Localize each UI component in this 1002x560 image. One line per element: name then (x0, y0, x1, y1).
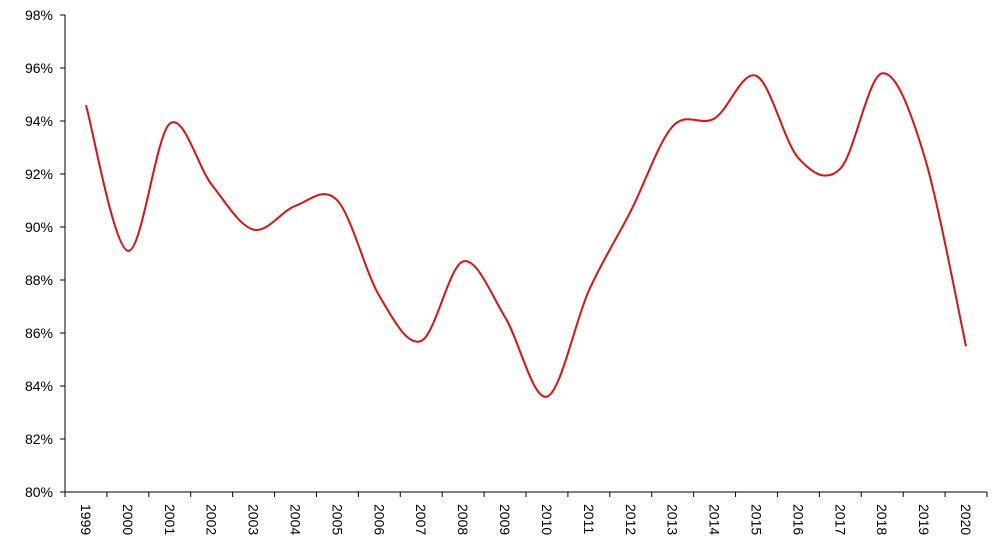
x-tick-label: 2004 (288, 504, 304, 535)
x-tick-label: 2015 (749, 504, 765, 535)
x-tick-label: 2005 (329, 504, 345, 535)
y-tick-label: 90% (25, 219, 53, 235)
y-tick-label: 86% (25, 325, 53, 341)
x-tick-label: 2009 (497, 504, 513, 535)
x-tick-label: 1999 (78, 504, 94, 535)
y-tick-label: 82% (25, 431, 53, 447)
series-line (84, 72, 968, 398)
y-tick-label: 80% (25, 484, 53, 500)
y-tick-label: 88% (25, 272, 53, 288)
x-tick-label: 2011 (581, 504, 597, 534)
x-tick-label: 2008 (455, 504, 471, 535)
x-tick-label: 2001 (162, 504, 178, 535)
x-tick-label: 2003 (246, 504, 262, 535)
y-tick-label: 94% (25, 113, 53, 129)
x-tick-label: 2000 (120, 504, 136, 535)
x-tick-label: 2019 (916, 504, 932, 535)
x-tick-label: 2016 (790, 504, 806, 535)
y-tick-label: 98% (25, 7, 53, 23)
x-tick-label: 2006 (371, 504, 387, 535)
x-tick-label: 2007 (413, 504, 429, 535)
y-tick-label: 92% (25, 166, 53, 182)
x-tick-label: 2017 (832, 504, 848, 535)
y-tick-label: 96% (25, 60, 53, 76)
x-tick-label: 2013 (665, 504, 681, 535)
x-tick-label: 2014 (707, 504, 723, 535)
y-tick-label: 84% (25, 378, 53, 394)
x-tick-label: 2012 (623, 504, 639, 535)
x-tick-label: 2018 (874, 504, 890, 535)
x-tick-label: 2020 (958, 504, 974, 535)
x-tick-label: 2010 (539, 504, 555, 535)
x-tick-label: 2002 (204, 504, 220, 535)
